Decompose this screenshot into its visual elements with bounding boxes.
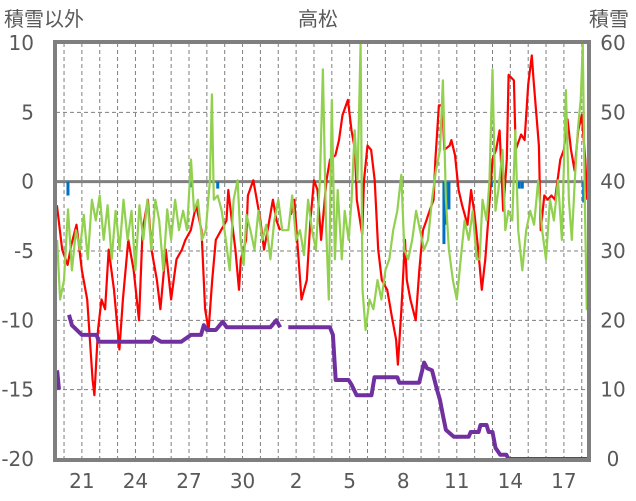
- x-tick-label: 24: [123, 469, 148, 493]
- precipitation-bar: [442, 181, 446, 245]
- right-y-tick-label: 0: [607, 447, 620, 471]
- series-lines: [55, 41, 590, 461]
- left-y-tick-label: -15: [1, 378, 34, 402]
- plot-border: [53, 40, 591, 462]
- precipitation-bar: [216, 181, 220, 189]
- precipitation-bar: [517, 181, 521, 189]
- precipitation-bar: [447, 181, 451, 210]
- x-tick-label: 30: [230, 469, 255, 493]
- left-y-tick-label: -10: [1, 308, 34, 332]
- right-axis-label: 積雪: [589, 7, 629, 31]
- right-y-tick-label: 60: [600, 31, 625, 55]
- precipitation-bar: [66, 181, 70, 196]
- precipitation-bar: [520, 181, 524, 189]
- right-y-tick-label: 40: [600, 170, 625, 194]
- x-tick-label: 5: [343, 469, 356, 493]
- left-y-tick-label: -20: [1, 447, 34, 471]
- left-y-tick-label: -5: [14, 239, 34, 263]
- x-tick-label: 11: [444, 469, 469, 493]
- right-y-tick-label: 30: [600, 239, 625, 263]
- right-y-tick-label: 50: [600, 100, 625, 124]
- x-tick-label: 17: [551, 469, 576, 493]
- left-axis-label: 積雪以外: [4, 7, 84, 31]
- purple-series-line: [55, 314, 588, 461]
- x-tick-label: 27: [176, 469, 201, 493]
- x-tick-label: 8: [397, 469, 410, 493]
- chart-title: 高松: [298, 7, 338, 31]
- right-y-tick-label: 10: [600, 378, 625, 402]
- x-tick-label: 2: [290, 469, 303, 493]
- x-tick-label: 14: [498, 469, 523, 493]
- plot-frame: [53, 40, 591, 462]
- right-y-tick-label: 20: [600, 308, 625, 332]
- left-y-tick-label: 10: [9, 31, 34, 55]
- left-y-tick-label: 0: [21, 170, 34, 194]
- x-tick-label: 21: [69, 469, 94, 493]
- green-series-line: [56, 41, 590, 332]
- left-y-tick-label: 5: [21, 100, 34, 124]
